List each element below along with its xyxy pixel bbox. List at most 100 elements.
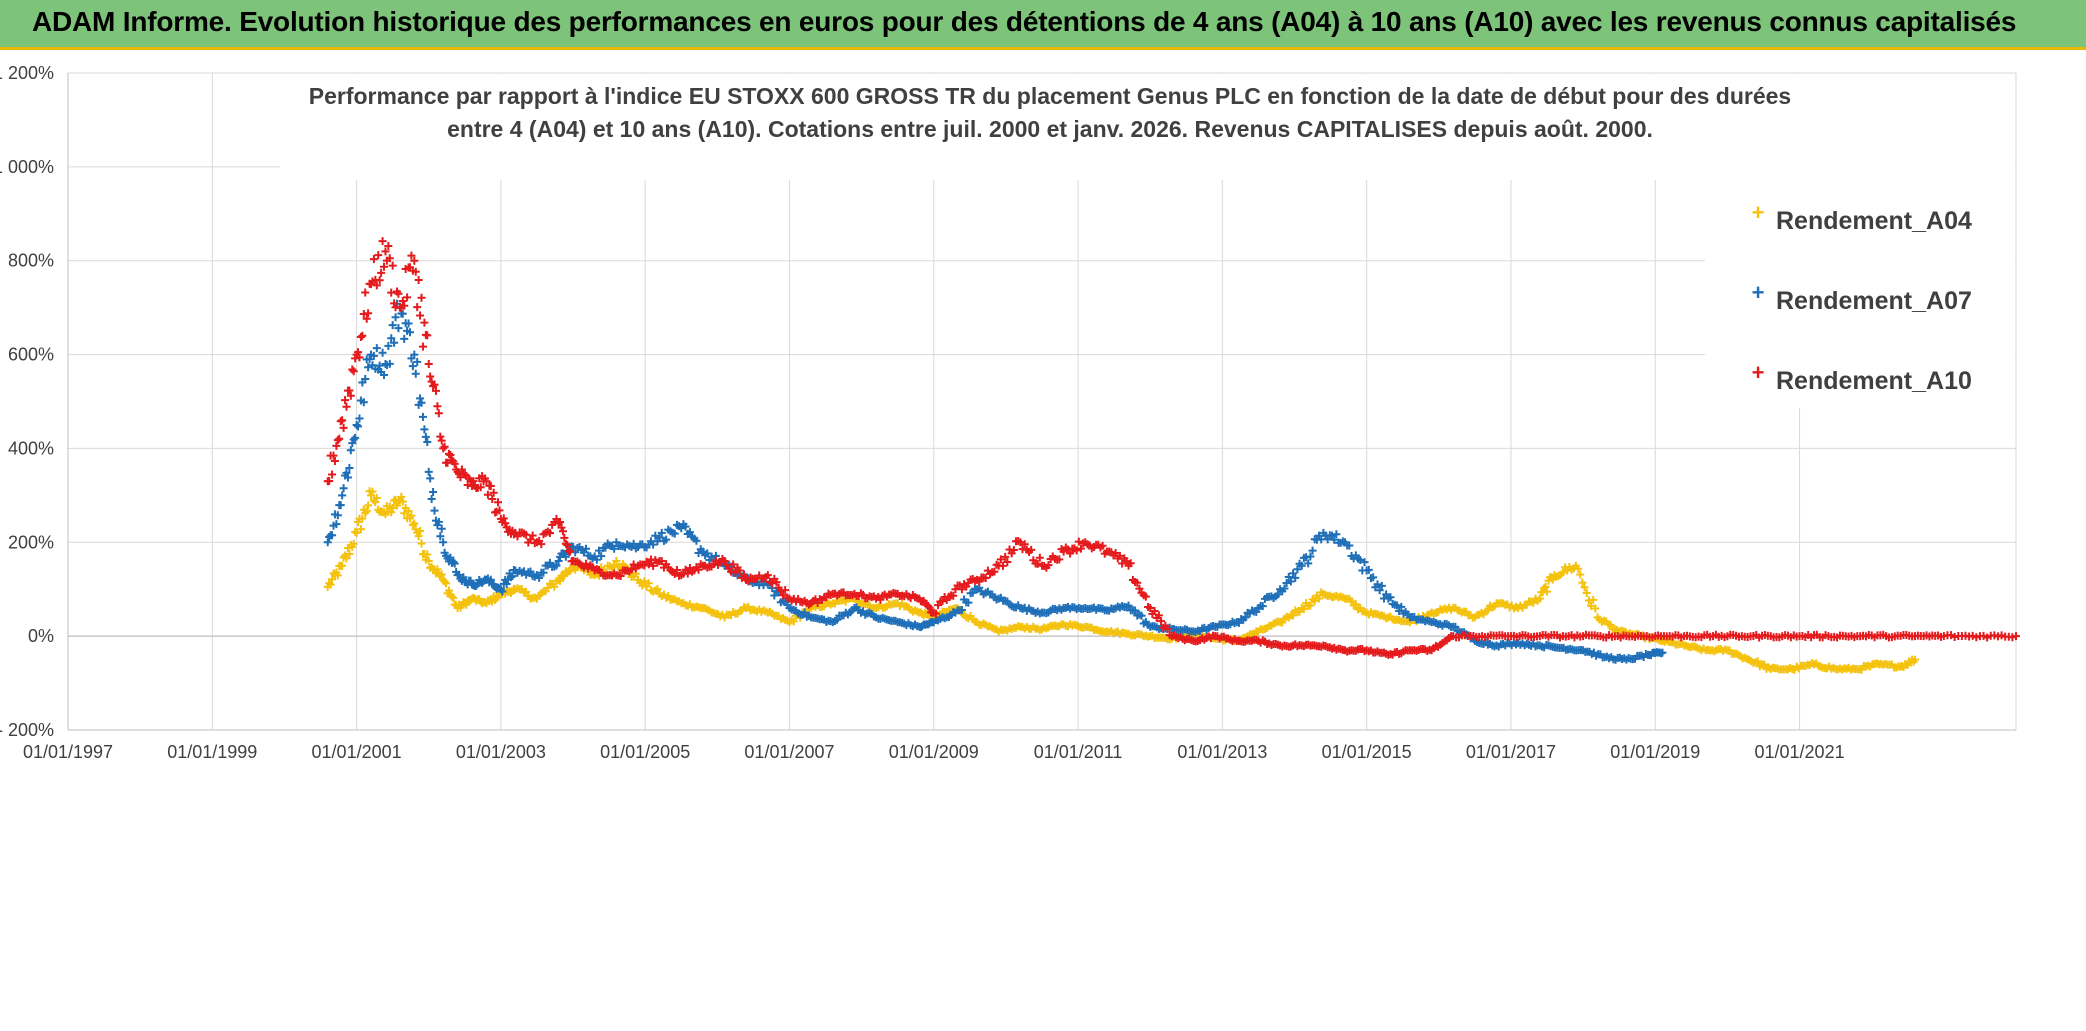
data-point bbox=[1020, 540, 1029, 549]
data-point bbox=[341, 396, 350, 405]
data-point bbox=[346, 446, 355, 455]
data-point bbox=[387, 288, 396, 297]
data-point bbox=[358, 514, 367, 523]
data-point bbox=[1578, 578, 1587, 587]
x-axis-ticks: 01/01/1997 01/01/1999 01/01/2001 01/01/2003… bbox=[23, 742, 1845, 762]
data-point bbox=[426, 474, 435, 483]
data-point bbox=[437, 570, 446, 579]
data-point bbox=[378, 348, 387, 357]
data-point bbox=[410, 256, 419, 265]
legend-marker-a07: + bbox=[1752, 280, 1765, 305]
data-point bbox=[339, 484, 348, 493]
data-point bbox=[338, 416, 347, 425]
data-point bbox=[554, 575, 563, 584]
data-point bbox=[1297, 561, 1306, 570]
data-point bbox=[429, 488, 438, 497]
data-point bbox=[466, 576, 475, 585]
data-point bbox=[403, 293, 412, 302]
data-point bbox=[556, 518, 565, 527]
data-point bbox=[349, 539, 358, 548]
data-point bbox=[1131, 606, 1140, 615]
data-point bbox=[597, 552, 606, 561]
data-point bbox=[345, 386, 354, 395]
data-point bbox=[539, 568, 548, 577]
data-point bbox=[424, 467, 433, 476]
data-point bbox=[582, 559, 591, 568]
data-point bbox=[436, 571, 445, 580]
data-point bbox=[1076, 544, 1085, 553]
data-point bbox=[372, 281, 381, 290]
data-point bbox=[1356, 555, 1365, 564]
x-tick-label: 01/01/1999 bbox=[167, 742, 257, 762]
data-point bbox=[434, 409, 443, 418]
data-point bbox=[1154, 611, 1163, 620]
data-point bbox=[384, 341, 393, 350]
data-point bbox=[1310, 596, 1319, 605]
data-point bbox=[338, 491, 347, 500]
data-point bbox=[424, 557, 433, 566]
x-tick-label: 01/01/2003 bbox=[456, 742, 546, 762]
data-point bbox=[342, 554, 351, 563]
data-point bbox=[1122, 557, 1131, 566]
data-point bbox=[1351, 600, 1360, 609]
data-point bbox=[1369, 573, 1378, 582]
data-point bbox=[450, 459, 459, 468]
data-point bbox=[1606, 620, 1615, 629]
data-point bbox=[362, 506, 371, 515]
data-point bbox=[1291, 573, 1300, 582]
data-point bbox=[416, 394, 425, 403]
data-point bbox=[404, 319, 413, 328]
chart-title-line-1: Performance par rapport à l'indice EU ST… bbox=[309, 83, 1791, 109]
data-point bbox=[772, 578, 781, 587]
data-point bbox=[1293, 565, 1302, 574]
data-point bbox=[655, 533, 664, 542]
data-point bbox=[1027, 545, 1036, 554]
data-point bbox=[444, 449, 453, 458]
data-point bbox=[957, 585, 966, 594]
data-point bbox=[1315, 594, 1324, 603]
data-point bbox=[450, 559, 459, 568]
data-point bbox=[949, 591, 958, 600]
data-point bbox=[369, 351, 378, 360]
data-point bbox=[413, 357, 422, 366]
data-point bbox=[408, 362, 417, 371]
data-point bbox=[735, 566, 744, 575]
data-point bbox=[446, 450, 455, 459]
data-point bbox=[1126, 559, 1135, 568]
x-tick-label: 01/01/1997 bbox=[23, 742, 113, 762]
data-point bbox=[1157, 617, 1166, 626]
data-point bbox=[330, 456, 339, 465]
data-point bbox=[1753, 657, 1762, 666]
data-point bbox=[1392, 601, 1401, 610]
data-point bbox=[566, 547, 575, 556]
data-point bbox=[1258, 602, 1267, 611]
data-point bbox=[434, 517, 443, 526]
data-point bbox=[651, 531, 660, 540]
scatter-chart: - 200% 0% 200% 400% 600% 800% 1 000% 1 200% 01/… bbox=[0, 50, 2086, 1031]
data-point bbox=[436, 532, 445, 541]
data-point bbox=[423, 437, 432, 446]
data-point bbox=[442, 579, 451, 588]
data-point bbox=[552, 561, 561, 570]
x-tick-label: 01/01/2021 bbox=[1755, 742, 1845, 762]
data-point bbox=[610, 544, 619, 553]
data-point bbox=[592, 555, 601, 564]
data-point bbox=[1658, 648, 1667, 657]
x-tick-label: 01/01/2015 bbox=[1322, 742, 1412, 762]
data-point bbox=[416, 311, 425, 320]
data-point bbox=[499, 514, 508, 523]
y-tick-label: 800% bbox=[8, 251, 54, 271]
data-point bbox=[1306, 601, 1315, 610]
data-point bbox=[372, 344, 381, 353]
data-point bbox=[535, 573, 544, 582]
data-point bbox=[545, 528, 554, 537]
data-point bbox=[770, 591, 779, 600]
series-Rendement_A04 bbox=[323, 487, 1919, 674]
data-point bbox=[1360, 558, 1369, 567]
data-point bbox=[1541, 582, 1550, 591]
data-point bbox=[374, 251, 383, 260]
data-point bbox=[1330, 535, 1339, 544]
data-point bbox=[649, 540, 658, 549]
data-point bbox=[414, 532, 423, 541]
x-tick-label: 01/01/2009 bbox=[889, 742, 979, 762]
